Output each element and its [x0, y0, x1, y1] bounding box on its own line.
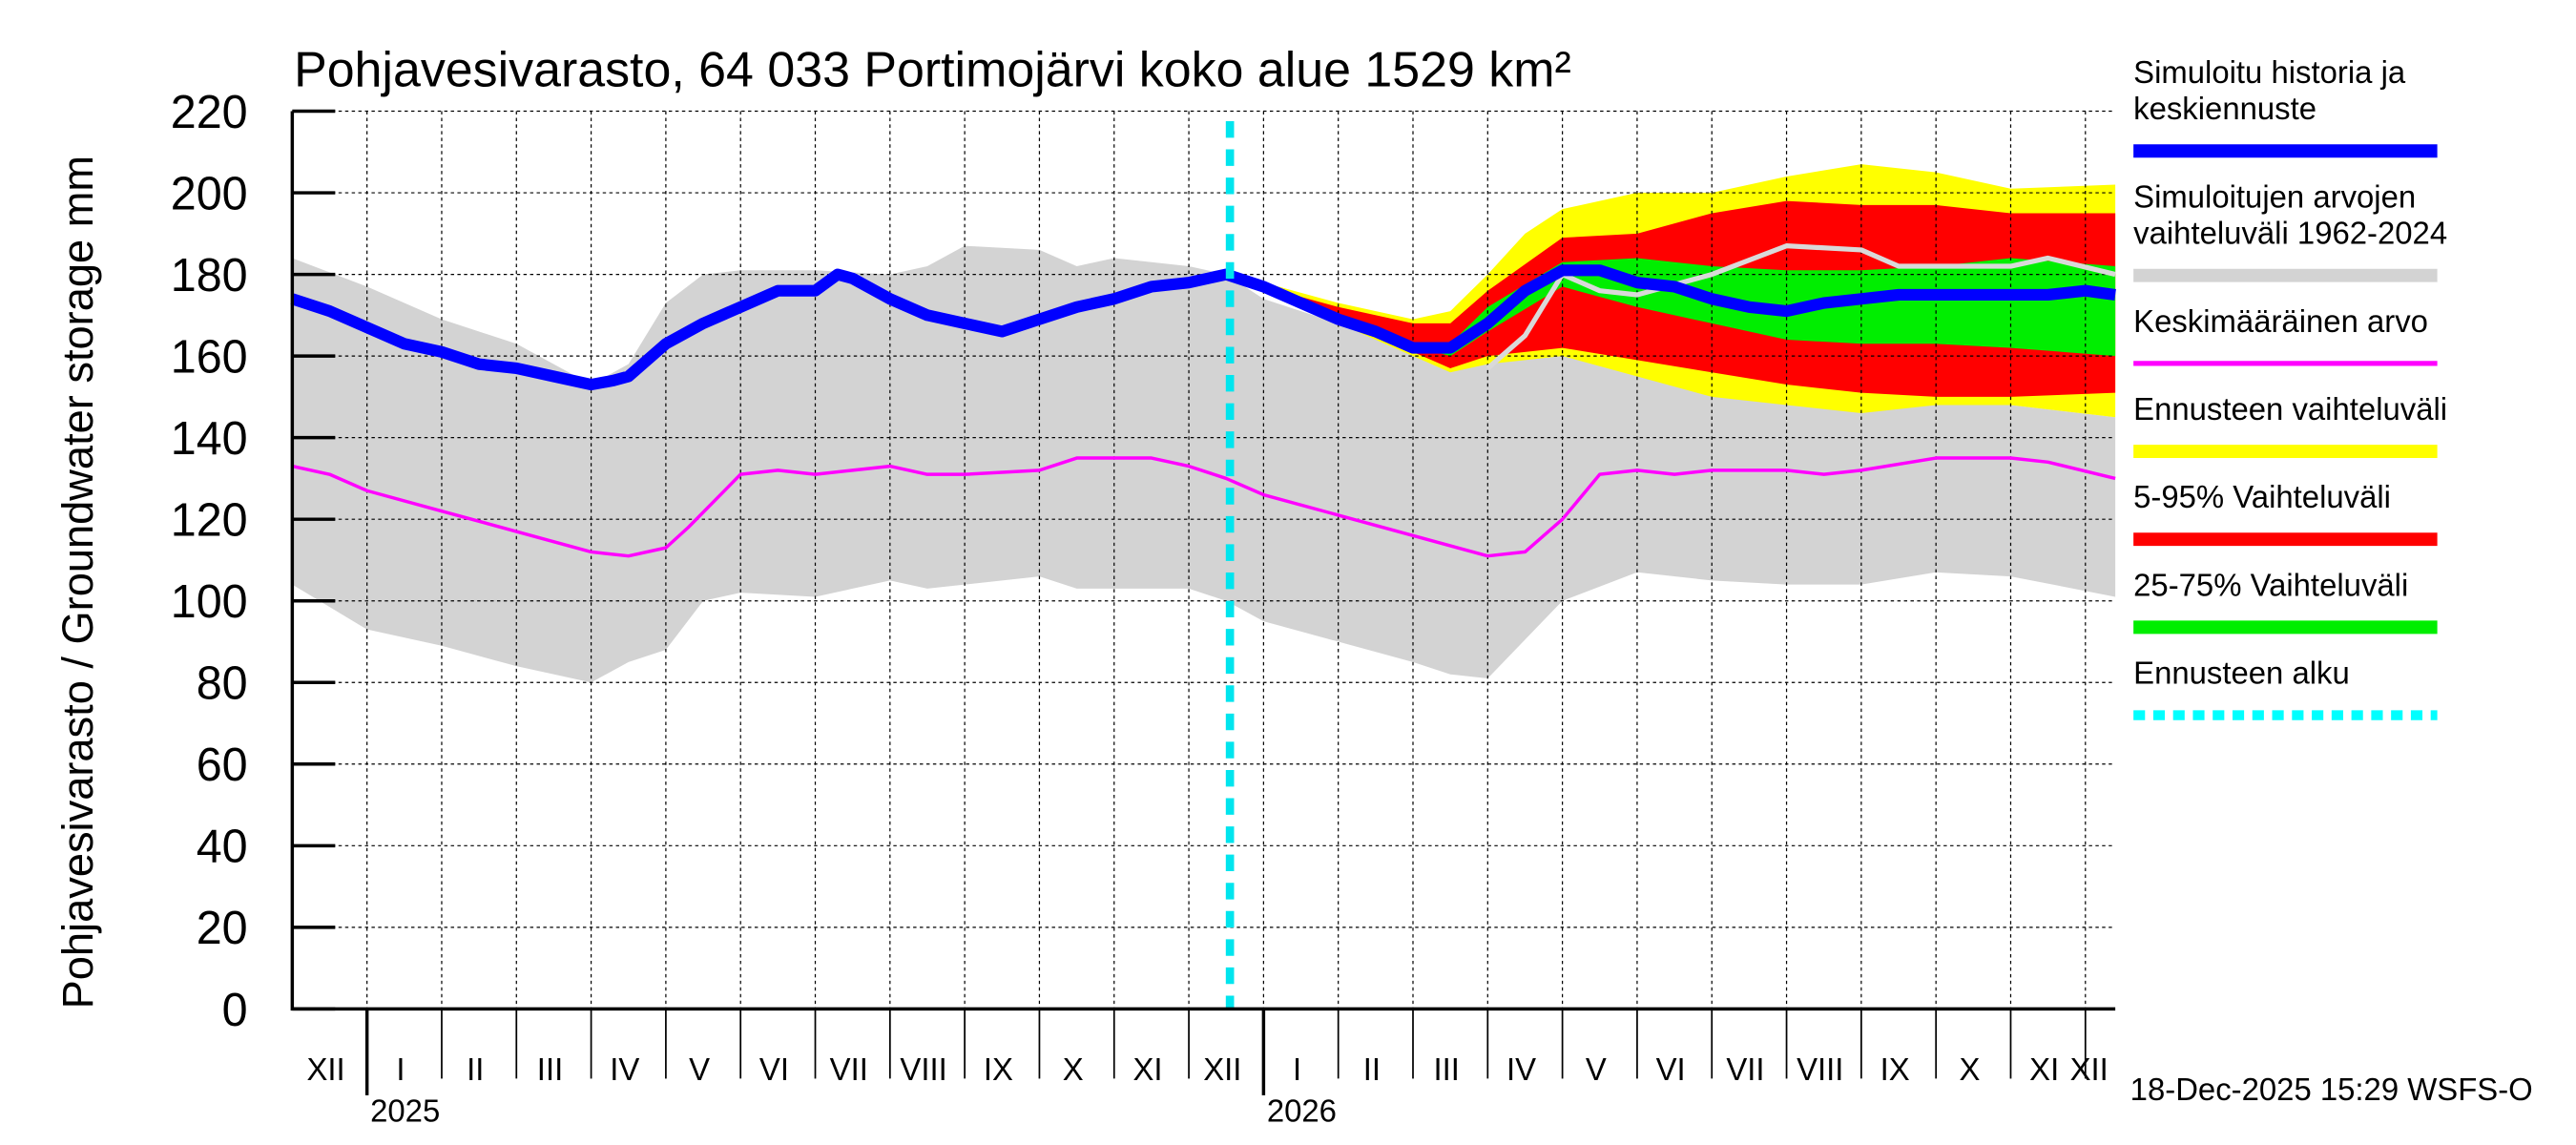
y-tick-label: 100 [171, 576, 248, 628]
y-tick-label: 200 [171, 168, 248, 219]
month-label: XI [1132, 1051, 1162, 1087]
month-label: XI [2029, 1051, 2059, 1087]
month-label: III [537, 1051, 563, 1087]
month-label: III [1434, 1051, 1460, 1087]
month-label: II [1363, 1051, 1381, 1087]
month-label: I [396, 1051, 405, 1087]
month-label: XII [306, 1051, 344, 1087]
legend-label: keskiennuste [2133, 91, 2316, 126]
legend-label: 5-95% Vaihteluväli [2133, 479, 2391, 514]
simulated-median-line [290, 264, 2116, 391]
y-tick-label: 220 [171, 87, 248, 138]
y-tick-label: 140 [171, 413, 248, 465]
y-tick-label: 20 [197, 903, 248, 954]
month-label: I [1293, 1051, 1301, 1087]
mean-line [291, 456, 2116, 558]
legend-label: Simuloitu historia ja [2133, 54, 2406, 90]
month-label: IV [1506, 1051, 1536, 1087]
y-tick-label: 120 [171, 494, 248, 546]
month-label: VII [1726, 1051, 1764, 1087]
month-label: XII [2070, 1051, 2109, 1087]
year-label: 2025 [370, 1093, 440, 1129]
month-label: VI [759, 1051, 789, 1087]
legend-label: Simuloitujen arvojen [2133, 178, 2416, 214]
month-label: IX [984, 1051, 1013, 1087]
year-label: 2026 [1267, 1093, 1337, 1129]
month-label: VIII [900, 1051, 946, 1087]
month-label: IX [1880, 1051, 1910, 1087]
legend-label: 25-75% Vaihteluväli [2133, 567, 2408, 602]
y-tick-label: 40 [197, 822, 248, 873]
legend-label: vaihteluväli 1962-2024 [2133, 216, 2447, 251]
month-label: VII [830, 1051, 868, 1087]
legend-label: Keskimääräinen arvo [2133, 303, 2428, 339]
month-label: VIII [1797, 1051, 1843, 1087]
axes-frame [290, 111, 2116, 1011]
month-label: X [1063, 1051, 1084, 1087]
month-label: X [1959, 1051, 1980, 1087]
y-tick-label: 80 [197, 658, 248, 710]
legend-label: Ennusteen alku [2133, 655, 2350, 690]
month-label: VI [1656, 1051, 1686, 1087]
month-label: XII [1203, 1051, 1241, 1087]
month-label: V [689, 1051, 710, 1087]
y-tick-label: 0 [222, 985, 248, 1036]
y-axis-label: Pohjavesivarasto / Groundwater storage m… [53, 156, 102, 1009]
legend-label: Ennusteen vaihteluväli [2133, 391, 2447, 427]
month-label: IV [610, 1051, 639, 1087]
y-tick-label: 180 [171, 250, 248, 302]
footer-timestamp: 18-Dec-2025 15:29 WSFS-O [2130, 1072, 2533, 1107]
y-tick-label: 160 [171, 331, 248, 383]
month-label: II [467, 1051, 484, 1087]
chart-title: Pohjavesivarasto, 64 033 Portimojärvi ko… [294, 42, 1571, 97]
month-label: V [1586, 1051, 1607, 1087]
y-tick-label: 60 [197, 739, 248, 791]
